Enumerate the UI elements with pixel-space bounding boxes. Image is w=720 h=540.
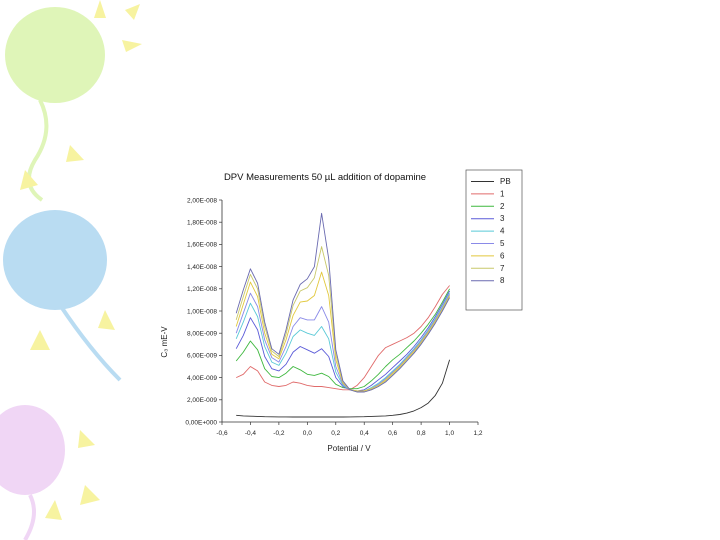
y-tick-label: 0,00E+000	[185, 419, 217, 426]
series-line-2	[235, 288, 450, 390]
legend-label-4: 4	[500, 227, 505, 236]
legend-label-6: 6	[500, 251, 505, 260]
sparkle-group	[20, 0, 142, 520]
legend-label-7: 7	[500, 264, 505, 273]
y-tick-label: 1,40E-008	[187, 264, 217, 271]
series-line-4	[235, 292, 450, 392]
y-tick-label: 2,00E-009	[187, 397, 217, 404]
dpv-line-chart: DPV Measurements 50 µL addition of dopam…	[160, 169, 523, 453]
legend-label-1: 1	[500, 189, 505, 198]
x-tick-label: 0,6	[388, 430, 397, 437]
series-line-5	[235, 292, 450, 392]
y-tick-label: 1,60E-008	[187, 242, 217, 249]
x-tick-label: 1,2	[473, 430, 482, 437]
balloon-green	[5, 7, 105, 202]
x-tick-label: -0,6	[216, 430, 228, 437]
x-axis-ticks: -0,6 -0,4 -0,2 0,0 0,2 0,4 0,6 0,8 1,0 1,2	[216, 422, 483, 437]
legend-label-5: 5	[500, 239, 505, 248]
series-line-1	[236, 285, 450, 391]
y-tick-label: 4,00E-009	[187, 375, 217, 382]
x-tick-label: -0,2	[273, 430, 285, 437]
balloon-purple	[0, 405, 65, 540]
y-tick-label: 8,00E-009	[187, 331, 217, 338]
x-tick-label: 0,8	[417, 430, 426, 437]
legend-label-PB: PB	[500, 177, 511, 186]
chart-title: DPV Measurements 50 µL addition of dopam…	[224, 172, 426, 183]
y-tick-label: 1,80E-008	[187, 220, 217, 227]
y-tick-label: 6,00E-009	[187, 353, 217, 360]
x-tick-label: -0,4	[245, 430, 257, 437]
y-tick-label: 2,00E-008	[187, 197, 217, 204]
x-tick-label: 1,0	[445, 430, 454, 437]
legend-label-3: 3	[500, 214, 505, 223]
y-tick-label: 1,20E-008	[187, 286, 217, 293]
series-line-7	[235, 246, 450, 393]
legend: PB 1 2 3 4 5 6 7 8	[465, 169, 523, 311]
series-line-8	[235, 212, 450, 393]
x-tick-label: 0,0	[303, 430, 312, 437]
y-tick-label: 1,00E-008	[187, 308, 217, 315]
legend-box	[465, 169, 523, 311]
legend-label-2: 2	[500, 202, 505, 211]
x-tick-label: 0,4	[360, 430, 369, 437]
balloon-blue	[3, 210, 122, 382]
legend-label-8: 8	[500, 276, 505, 285]
series-line-PB	[236, 359, 451, 418]
x-tick-label: 0,2	[331, 430, 340, 437]
x-axis-label: Potential / V	[327, 444, 371, 453]
y-axis-ticks: 0,00E+000 2,00E-009 4,00E-009 6,00E-009 8,00…	[185, 197, 222, 426]
plot-area	[221, 200, 478, 423]
series-line-3	[235, 290, 450, 392]
y-axis-label: C₃ mE-V	[160, 326, 169, 358]
series-line-6	[235, 271, 450, 392]
